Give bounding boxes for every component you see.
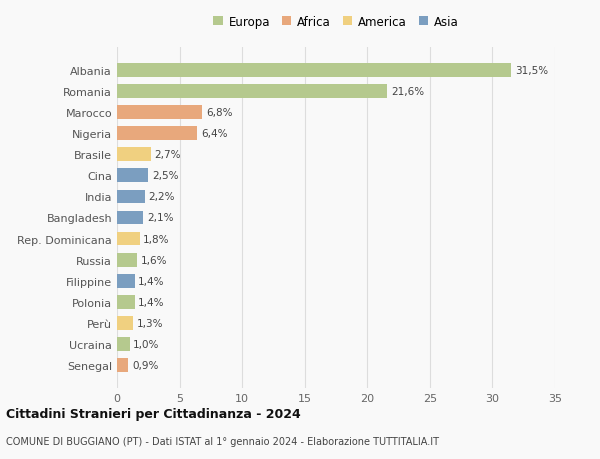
Text: 6,8%: 6,8% bbox=[206, 108, 232, 118]
Bar bbox=[117, 253, 137, 267]
Bar bbox=[117, 190, 145, 204]
Bar bbox=[117, 148, 151, 162]
Bar bbox=[117, 296, 134, 309]
Text: 6,4%: 6,4% bbox=[201, 129, 227, 139]
Bar bbox=[117, 106, 202, 119]
Text: 1,4%: 1,4% bbox=[138, 297, 165, 308]
Text: 2,7%: 2,7% bbox=[155, 150, 181, 160]
Text: 1,8%: 1,8% bbox=[143, 234, 170, 244]
Text: 31,5%: 31,5% bbox=[515, 66, 548, 75]
Text: 1,6%: 1,6% bbox=[141, 255, 167, 265]
Text: COMUNE DI BUGGIANO (PT) - Dati ISTAT al 1° gennaio 2024 - Elaborazione TUTTITALI: COMUNE DI BUGGIANO (PT) - Dati ISTAT al … bbox=[6, 437, 439, 446]
Bar bbox=[117, 338, 130, 351]
Bar bbox=[117, 211, 143, 225]
Bar bbox=[117, 317, 133, 330]
Bar bbox=[117, 232, 140, 246]
Text: 21,6%: 21,6% bbox=[391, 87, 424, 96]
Bar bbox=[117, 169, 148, 183]
Bar bbox=[117, 85, 388, 98]
Text: 2,2%: 2,2% bbox=[148, 192, 175, 202]
Legend: Europa, Africa, America, Asia: Europa, Africa, America, Asia bbox=[211, 13, 461, 31]
Text: 1,4%: 1,4% bbox=[138, 276, 165, 286]
Text: 2,5%: 2,5% bbox=[152, 171, 179, 181]
Text: 1,0%: 1,0% bbox=[133, 340, 160, 349]
Text: 1,3%: 1,3% bbox=[137, 319, 164, 328]
Text: Cittadini Stranieri per Cittadinanza - 2024: Cittadini Stranieri per Cittadinanza - 2… bbox=[6, 407, 301, 420]
Bar bbox=[117, 274, 134, 288]
Bar bbox=[117, 127, 197, 140]
Bar bbox=[117, 64, 511, 77]
Bar bbox=[117, 359, 128, 372]
Text: 0,9%: 0,9% bbox=[132, 361, 158, 370]
Text: 2,1%: 2,1% bbox=[147, 213, 173, 223]
